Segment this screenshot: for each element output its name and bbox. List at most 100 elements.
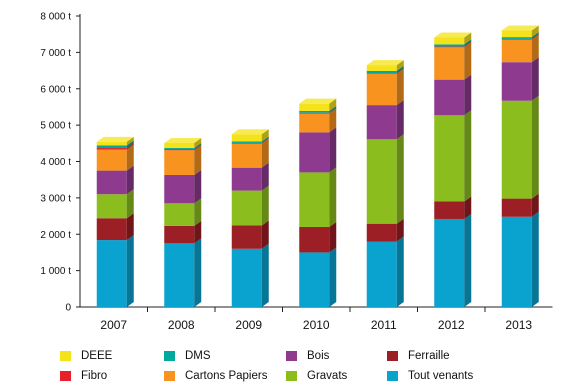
- legend-label: DEEE: [81, 350, 113, 362]
- bar-cartons-papiers: [231, 143, 262, 168]
- bar-stack-2009: [231, 129, 269, 307]
- bar-side-bois: [396, 100, 404, 140]
- bar-side-ferraille: [329, 221, 337, 253]
- bar-side-cartons-papiers: [126, 144, 134, 171]
- bar-fibro: [299, 112, 330, 114]
- legend-swatch: [60, 351, 71, 361]
- legend-item-deee: DEEE: [60, 350, 112, 362]
- bar-dms: [299, 110, 330, 113]
- bar-cartons-papiers: [434, 47, 465, 80]
- y-tick-label: 8 000 t: [40, 12, 71, 23]
- bar-side-gravats: [329, 167, 337, 227]
- bar-deee: [299, 103, 330, 111]
- axes: [76, 14, 553, 312]
- bar-ferraille: [299, 226, 330, 253]
- bar-side-dms: [126, 140, 134, 149]
- bar-side-dms: [464, 39, 472, 47]
- bar-cartons-papiers: [96, 149, 127, 171]
- legend-item-fibro: Fibro: [60, 370, 107, 382]
- bar-side-cartons-papiers: [464, 42, 472, 80]
- bar-deee: [231, 134, 262, 142]
- legend-label: DMS: [185, 350, 211, 362]
- bar-deee: [366, 65, 397, 71]
- bar-side-ferraille: [261, 220, 269, 249]
- bar-gravats: [366, 139, 397, 224]
- bar-side-dms: [261, 136, 269, 143]
- bar-side-ferraille: [194, 220, 202, 244]
- bar-cartons-papiers: [299, 113, 330, 133]
- bar-bois: [501, 62, 532, 101]
- x-tick-label: 2012: [438, 318, 465, 332]
- y-tick-label: 5 000 t: [40, 121, 71, 132]
- legend-swatch: [164, 351, 175, 361]
- bar-fibro: [231, 142, 262, 144]
- bar-ferraille: [96, 218, 127, 241]
- bar-bois: [299, 132, 330, 173]
- bar-dms: [96, 145, 127, 149]
- bar-ferraille: [434, 201, 465, 219]
- bar-side-deee: [329, 98, 337, 111]
- bars: [96, 25, 539, 307]
- bar-side-tout-venants: [194, 238, 202, 307]
- bar-side-fibro: [531, 33, 539, 40]
- bar-tout-venants: [96, 240, 127, 307]
- bar-side-fibro: [126, 143, 134, 150]
- bar-deee: [164, 142, 195, 149]
- bar-side-fibro: [464, 41, 472, 48]
- bar-dms: [164, 148, 195, 150]
- y-tick-label: 1 000 t: [40, 266, 71, 277]
- legend-label: Tout venants: [408, 370, 474, 382]
- bar-bois: [164, 174, 195, 204]
- bar-side-bois: [261, 162, 269, 191]
- bar-fibro: [96, 148, 127, 150]
- bar-ferraille: [164, 225, 195, 244]
- bar-top-cap: [96, 136, 134, 142]
- legend-item-dms: DMS: [164, 350, 211, 362]
- bar-stack-2012: [434, 32, 472, 307]
- bar-top-cap: [299, 98, 337, 104]
- bar-fibro: [501, 38, 532, 40]
- bar-stack-2008: [164, 137, 202, 307]
- bar-side-deee: [464, 32, 472, 45]
- bar-side-dms: [396, 65, 404, 74]
- bar-side-deee: [126, 136, 134, 146]
- bar-stack-2013: [501, 25, 539, 307]
- bar-side-fibro: [261, 137, 269, 144]
- bar-dms: [501, 37, 532, 39]
- bar-side-ferraille: [531, 193, 539, 217]
- bar-side-dms: [329, 105, 337, 113]
- bar-side-tout-venants: [261, 243, 269, 307]
- bar-bois: [231, 167, 262, 191]
- bar-top-cap: [501, 25, 539, 31]
- bar-tout-venants: [299, 252, 330, 307]
- y-tick-label: 6 000 t: [40, 84, 71, 95]
- bar-side-gravats: [126, 189, 134, 219]
- x-tick-label: 2010: [303, 318, 330, 332]
- bar-side-bois: [464, 74, 472, 116]
- bar-side-tout-venants: [531, 211, 539, 307]
- bar-bois: [366, 105, 397, 140]
- bar-side-ferraille: [396, 218, 404, 242]
- bar-gravats: [434, 115, 465, 202]
- bar-side-gravats: [464, 110, 472, 202]
- bar-deee: [434, 37, 465, 45]
- legend-item-gravats: Gravats: [286, 370, 347, 382]
- x-tick-label: 2009: [235, 318, 262, 332]
- bar-gravats: [96, 194, 127, 219]
- bar-ferraille: [501, 198, 532, 217]
- y-tick-label: 2 000 t: [40, 230, 71, 241]
- legend-item-bois: Bois: [286, 350, 329, 362]
- tick-labels: 0 1 000 t 2 000 t 3 000 t 4 000 t 5 000 t 6 00…: [40, 12, 532, 333]
- bar-side-dms: [531, 32, 539, 39]
- legend-item-ferraille: Ferraille: [387, 350, 450, 362]
- bar-side-tout-venants: [126, 235, 134, 307]
- bar-tout-venants: [434, 218, 465, 307]
- bar-side-gravats: [531, 95, 539, 199]
- bar-side-bois: [531, 57, 539, 101]
- legend-label: Cartons Papiers: [185, 370, 268, 382]
- bar-side-bois: [329, 127, 337, 173]
- bar-ferraille: [366, 223, 397, 242]
- legend-swatch: [286, 351, 297, 361]
- bar-cartons-papiers: [366, 73, 397, 106]
- x-tick-label: 2011: [371, 318, 397, 332]
